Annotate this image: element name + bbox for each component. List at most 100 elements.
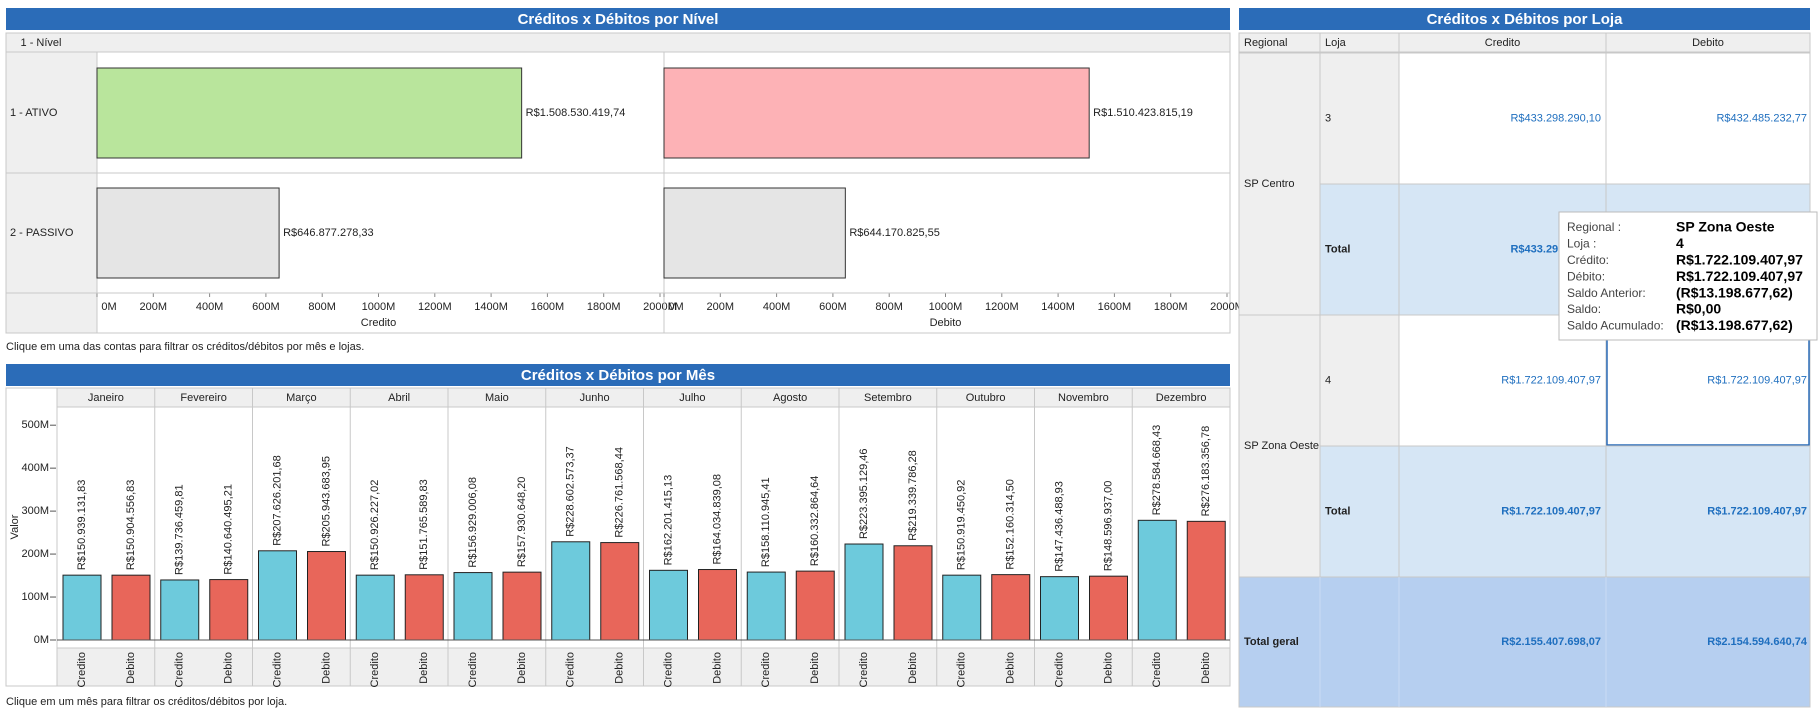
bar[interactable] (355, 574, 395, 641)
series-label: Debito (1102, 652, 1114, 684)
credito-value[interactable]: R$1.722.109.407,97 (1501, 374, 1601, 386)
series-label: Debito (711, 652, 723, 684)
row-header: 1 - Nível (21, 37, 62, 49)
value-label: R$152.160.314,50 (1005, 479, 1017, 570)
loja-label[interactable]: Total (1325, 243, 1350, 255)
month-label[interactable]: Agosto (773, 392, 807, 404)
loja-cell (1319, 445, 1400, 578)
bar[interactable] (942, 574, 982, 641)
category-label[interactable]: 1 - ATIVO (10, 107, 58, 119)
value-label: R$1.508.530.419,74 (526, 107, 626, 119)
bar[interactable] (551, 541, 591, 641)
value-label: R$157.930.648,20 (516, 477, 528, 568)
value-label: R$156.929.006,08 (467, 477, 479, 568)
series-label: Credito (760, 652, 772, 687)
panel-header (6, 364, 1230, 386)
bar[interactable] (844, 543, 884, 641)
x-tick-label: 800M (875, 301, 903, 313)
bar[interactable] (258, 550, 297, 641)
bar[interactable] (663, 187, 846, 279)
loja-cell (1319, 314, 1400, 447)
value-label: R$150.939.131,83 (76, 480, 88, 571)
month-label[interactable]: Maio (485, 392, 509, 404)
regional-cell (1238, 52, 1321, 316)
bar[interactable] (111, 574, 151, 641)
bar[interactable] (160, 579, 200, 641)
bar[interactable] (746, 571, 786, 641)
x-tick-label: 1200M (985, 301, 1019, 313)
grand-total-debito: R$2.154.594.640,74 (1707, 636, 1808, 648)
x-tick-label: 1800M (1154, 301, 1188, 313)
debito-value[interactable]: R$432.485.232,77 (1716, 112, 1807, 124)
x-tick-label: 2000M (643, 301, 677, 313)
bar[interactable] (698, 569, 737, 641)
bar[interactable] (991, 574, 1031, 641)
month-label[interactable]: Dezembro (1156, 392, 1207, 404)
value-label: R$228.602.573,37 (565, 446, 577, 537)
bar[interactable] (663, 67, 1090, 159)
x-axis-title: Debito (930, 317, 962, 329)
bar[interactable] (502, 571, 542, 641)
regional-label[interactable]: SP Centro (1244, 178, 1295, 190)
debito-value[interactable]: R$1.722.109.407,97 (1707, 505, 1807, 517)
debito-value[interactable]: R$1.722.109.407,97 (1707, 374, 1807, 386)
loja-label[interactable]: Total (1325, 505, 1350, 517)
month-label[interactable]: Setembro (864, 392, 912, 404)
bar[interactable] (893, 545, 933, 641)
bar[interactable] (404, 574, 444, 641)
tooltip-label: Saldo Anterior: (1567, 286, 1646, 300)
bar[interactable] (649, 569, 688, 641)
month-label[interactable]: Março (286, 392, 317, 404)
series-label: Debito (809, 652, 821, 684)
bar[interactable] (600, 542, 640, 641)
month-label[interactable]: Junho (580, 392, 610, 404)
value-label: R$205.943.683,95 (320, 456, 332, 547)
bar[interactable] (62, 574, 102, 641)
x-tick-label: 1400M (1041, 301, 1075, 313)
value-label: R$644.170.825,55 (849, 227, 940, 239)
month-label[interactable]: Julho (679, 392, 705, 404)
month-label[interactable]: Janeiro (88, 392, 124, 404)
series-label: Credito (956, 652, 968, 687)
panel-title: Créditos x Débitos por Mês (521, 367, 715, 384)
tooltip-label: Saldo Acumulado: (1567, 319, 1664, 333)
bar[interactable] (795, 570, 835, 641)
tooltip-value: R$1.722.109.407,97 (1676, 252, 1803, 268)
value-label: R$150.926.227,02 (369, 480, 381, 571)
row-header-bg (5, 32, 1231, 53)
category-label[interactable]: 2 - PASSIVO (10, 227, 74, 239)
tooltip: Regional : SP Zona Oeste Loja : 4 Crédito: R$… (1558, 211, 1818, 341)
credito-value[interactable]: R$433.298.290,10 (1510, 112, 1601, 124)
bar[interactable] (209, 579, 249, 641)
column-header: Credito (1485, 37, 1520, 49)
bar[interactable] (453, 572, 493, 641)
y-tick-label: 500M (21, 419, 49, 431)
bar[interactable] (96, 187, 280, 279)
value-label: R$151.765.589,83 (418, 479, 430, 570)
x-tick-label: 1800M (587, 301, 621, 313)
x-tick-label: 800M (308, 301, 336, 313)
regional-label[interactable]: SP Zona Oeste (1244, 440, 1319, 452)
tooltip-label: Loja : (1567, 237, 1596, 251)
tooltip-value: (R$13.198.677,62) (1676, 284, 1793, 300)
loja-label[interactable]: 3 (1325, 112, 1331, 124)
month-label[interactable]: Fevereiro (180, 392, 226, 404)
month-label[interactable]: Abril (388, 392, 410, 404)
month-label[interactable]: Novembro (1058, 392, 1109, 404)
bar[interactable] (1040, 576, 1079, 641)
credito-value[interactable]: R$1.722.109.407,97 (1501, 505, 1601, 517)
grand-total-row (1238, 576, 1811, 708)
bar[interactable] (96, 67, 523, 159)
bar[interactable] (1089, 575, 1128, 641)
bar[interactable] (307, 551, 346, 641)
bar[interactable] (1137, 519, 1177, 641)
bar[interactable] (1186, 520, 1226, 641)
x-tick-label: 1600M (531, 301, 565, 313)
series-label: Debito (1200, 652, 1212, 684)
series-label: Debito (125, 652, 137, 684)
tooltip-box (1558, 211, 1818, 341)
x-tick-label: 1000M (362, 301, 396, 313)
month-label[interactable]: Outubro (966, 392, 1006, 404)
loja-label[interactable]: 4 (1325, 374, 1331, 386)
